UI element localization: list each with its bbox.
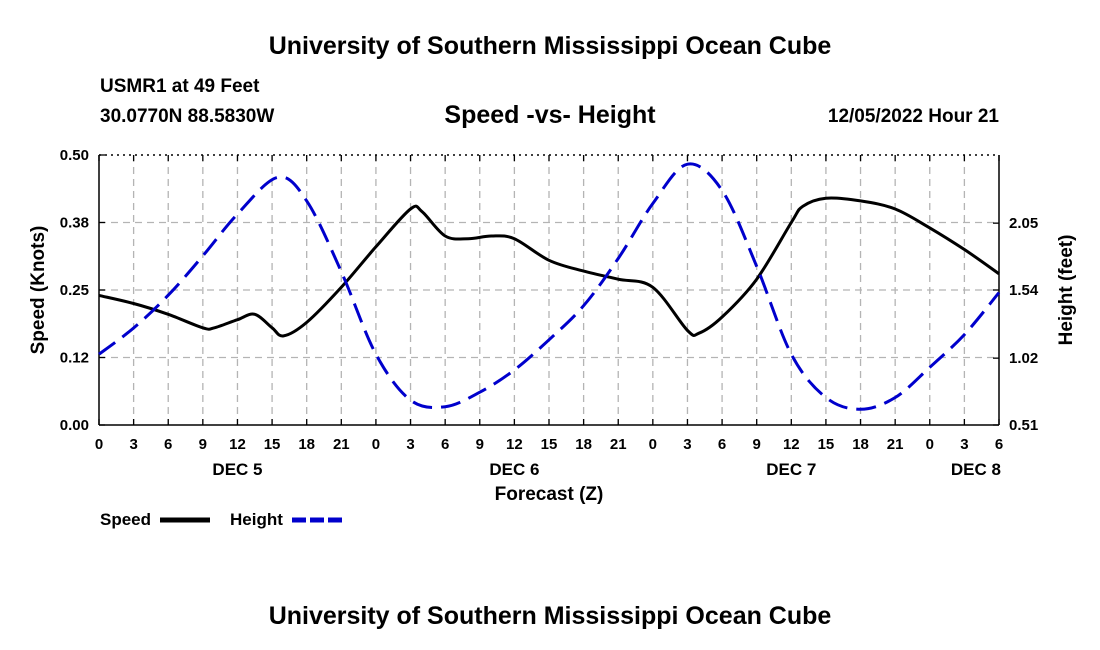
right-y-axis-ticks: 0.51 1.02 1.54 2.05 — [993, 215, 1039, 434]
y-axis-label: Speed (Knots) — [28, 226, 49, 355]
day-label: DEC 8 — [951, 460, 1001, 479]
x-tick-label: 9 — [199, 436, 207, 453]
x-tick-label: 9 — [476, 436, 484, 453]
y-tick-label: 0.12 — [60, 350, 89, 367]
x-tick-label: 18 — [852, 436, 869, 453]
y-tick-label: 0.25 — [60, 282, 89, 299]
x-tick-label: 15 — [818, 436, 835, 453]
y2-tick-label: 1.54 — [1009, 282, 1039, 299]
x-tick-label: 6 — [164, 436, 172, 453]
y2-tick-label: 0.51 — [1009, 417, 1038, 434]
x-tick-label: 3 — [129, 436, 137, 453]
x-axis-ticks: 0 3 6 9 12 15 18 21 0 3 6 9 12 15 18 21 0 3 6 9 12 15 18 21 0 3 6 D… — [95, 155, 1003, 479]
y-tick-label: 0.50 — [60, 147, 89, 164]
x-tick-label: 21 — [333, 436, 350, 453]
y-tick-label: 0.38 — [60, 215, 89, 232]
y2-tick-label: 2.05 — [1009, 215, 1038, 232]
station-label: USMR1 at 49 Feet — [100, 76, 260, 97]
x-tick-label: 18 — [575, 436, 592, 453]
x-axis-label: Forecast (Z) — [495, 484, 604, 505]
left-y-axis-ticks: 0.00 0.12 0.25 0.38 0.50 — [60, 147, 105, 434]
day-label: DEC 6 — [489, 460, 539, 479]
x-tick-label: 6 — [441, 436, 449, 453]
forecast-timestamp: 12/05/2022 Hour 21 — [827, 106, 999, 127]
x-tick-label: 0 — [95, 436, 103, 453]
x-tick-label: 9 — [753, 436, 761, 453]
y2-axis-label: Height (feet) — [1056, 235, 1077, 346]
legend-label-height: Height — [230, 510, 283, 529]
x-tick-label: 15 — [264, 436, 281, 453]
x-tick-label: 18 — [298, 436, 315, 453]
x-tick-label: 21 — [887, 436, 904, 453]
x-tick-label: 0 — [649, 436, 657, 453]
day-label: DEC 5 — [212, 460, 262, 479]
series-lines — [98, 162, 1001, 411]
day-label: DEC 7 — [766, 460, 816, 479]
y-tick-label: 0.00 — [60, 417, 89, 434]
x-tick-label: 15 — [541, 436, 558, 453]
station-coordinates: 30.0770N 88.5830W — [100, 106, 275, 127]
x-tick-label: 0 — [926, 436, 934, 453]
x-tick-label: 12 — [229, 436, 246, 453]
x-tick-label: 12 — [506, 436, 523, 453]
x-tick-label: 0 — [372, 436, 380, 453]
chart-subtitle: Speed -vs- Height — [444, 101, 656, 129]
x-tick-label: 21 — [610, 436, 627, 453]
x-tick-label: 6 — [718, 436, 726, 453]
x-tick-label: 3 — [960, 436, 968, 453]
page-footer-title: University of Southern Mississippi Ocean… — [268, 602, 832, 630]
y2-tick-label: 1.02 — [1009, 350, 1038, 367]
series-line-height — [98, 162, 1001, 411]
x-tick-label: 3 — [406, 436, 414, 453]
page-title: University of Southern Mississippi Ocean… — [268, 32, 832, 60]
series-line-speed — [98, 196, 1000, 338]
legend-label-speed: Speed — [100, 510, 151, 529]
x-tick-label: 12 — [783, 436, 800, 453]
legend: Speed Height — [100, 510, 342, 529]
x-tick-label: 6 — [995, 436, 1003, 453]
x-tick-label: 3 — [683, 436, 691, 453]
grid-lines — [99, 155, 999, 425]
